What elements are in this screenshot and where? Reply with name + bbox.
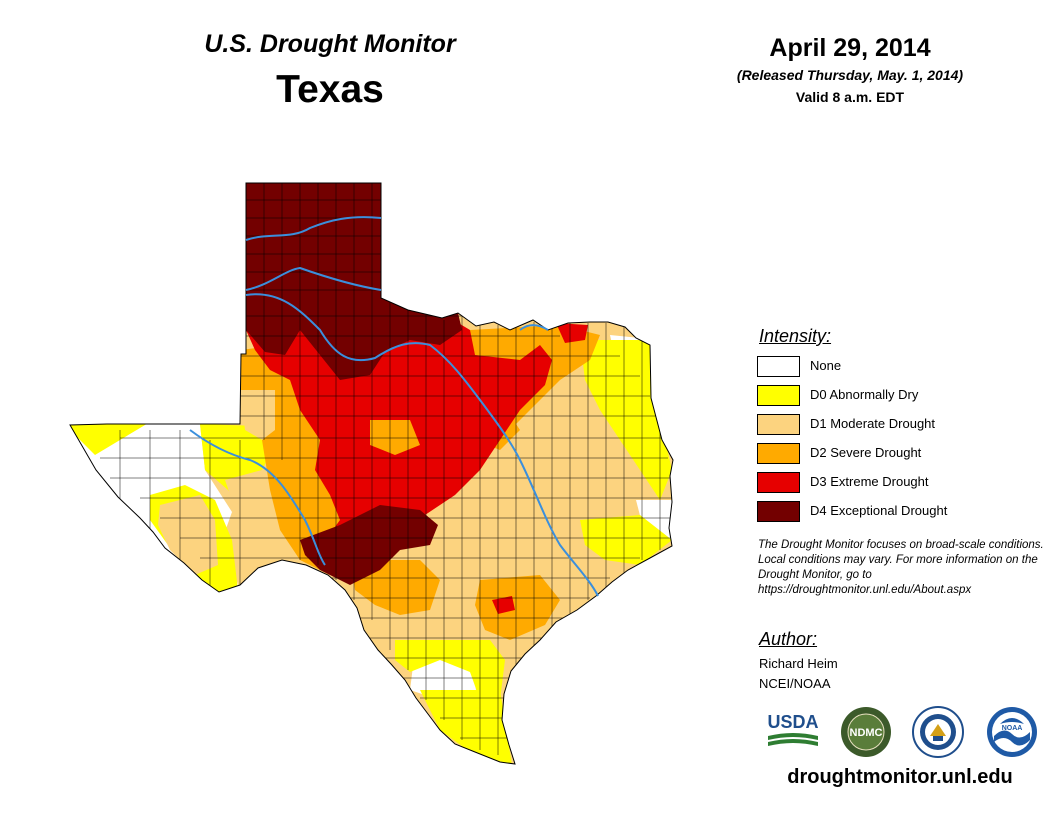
pecos-river [189,429,326,566]
drought-areas [70,183,673,764]
d0-area-farwest [70,420,150,455]
legend-label-none: None [810,358,842,373]
d2-area-pocket [370,420,420,455]
author-title: Author: [759,629,818,649]
legend-label-d0: D0 Abnormally Dry [810,387,919,402]
ndmc-logo: NDMC [841,707,891,757]
disclaimer-note: The Drought Monitor focuses on broad-sca… [758,539,1044,596]
svg-text:NOAA: NOAA [1002,725,1023,732]
legend-label-d2: D2 Severe Drought [810,445,922,460]
site-url-link[interactable]: droughtmonitor.unl.edu [787,766,1013,788]
legend-swatch-d1 [757,414,800,435]
canadian-river [245,216,382,241]
map-title: U.S. Drought Monitor [204,30,456,58]
legend-label-d4: D4 Exceptional Drought [810,503,948,518]
legend-swatch-d3 [757,472,800,493]
noaa-logo: NOAA [987,707,1037,757]
valid-time: Valid 8 a.m. EDT [795,89,905,105]
rivers [189,216,599,597]
d0-area-west [200,424,275,505]
brazos-river [245,293,599,597]
legend-label-d3: D3 Extreme Drought [810,474,929,489]
svg-text:NDMC: NDMC [850,727,883,739]
d1-area-trans-pecos [158,495,218,575]
release-date: (Released Thursday, May. 1, 2014) [736,67,964,83]
author-name: Richard Heim [759,656,838,671]
legend-swatch-none [757,356,800,377]
svg-text:USDA: USDA [767,712,818,732]
legend-label-d1: D1 Moderate Drought [810,416,936,431]
d1-area-panhandle-south [240,390,275,440]
commerce-seal-logo [912,706,964,758]
state-name: Texas [276,68,384,111]
red-river-prairie-dog [245,266,382,291]
d0-area-valley [420,690,512,764]
author-org: NCEI/NOAA [759,676,831,691]
legend-swatch-d0 [757,385,800,406]
d0-area-northeast [580,340,672,500]
usda-logo: USDA [767,712,819,746]
legend-swatch-d4 [757,501,800,522]
d3-area-red-river [556,323,588,343]
legend-swatch-d2 [757,443,800,464]
d1-area-west-small [225,470,268,515]
d0-area-southeast [580,515,672,565]
d0-area-south [395,640,505,700]
map-date: April 29, 2014 [769,34,931,62]
red-river-east [519,324,549,331]
legend-title: Intensity: [759,326,832,346]
d2-area-coastal-bend [475,575,560,640]
d4-area-hill-country [300,505,438,585]
